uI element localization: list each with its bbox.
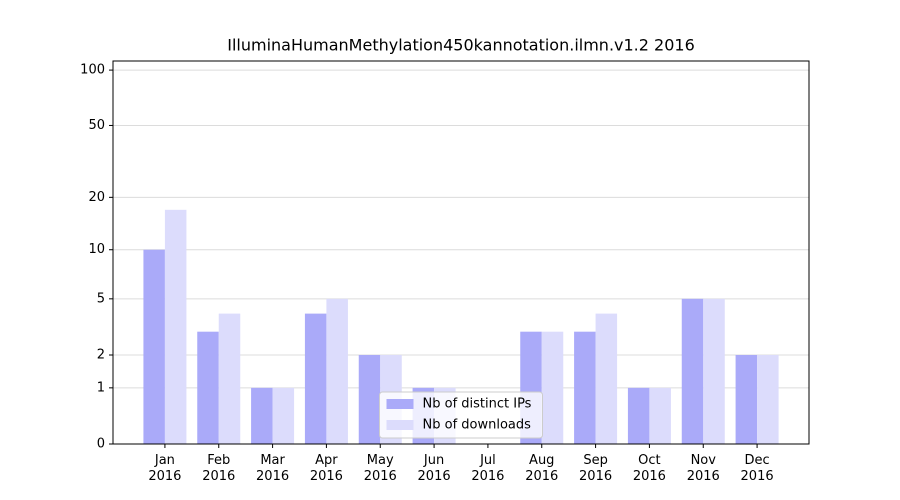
bar (272, 387, 295, 444)
bar (358, 354, 381, 444)
x-tick-label: Dec 2016 (740, 453, 774, 484)
x-tick-label: Apr 2016 (309, 453, 343, 484)
bar (218, 313, 241, 444)
bar (143, 249, 165, 444)
legend-swatch (386, 399, 414, 409)
legend-label: Nb of downloads (423, 418, 532, 433)
y-tick-label: 50 (88, 118, 105, 133)
y-tick-label: 0 (97, 437, 105, 452)
x-tick-label: Sep 2016 (579, 453, 613, 484)
x-tick-label: May 2016 (363, 453, 397, 484)
bar (649, 387, 671, 444)
bar (304, 313, 327, 444)
x-tick-label: Jan 2016 (148, 453, 182, 484)
bar (326, 298, 348, 444)
chart-title: IlluminaHumanMethylation450kannotation.i… (227, 36, 695, 55)
x-tick-label: Jun 2016 (417, 453, 451, 484)
bar (627, 387, 650, 444)
legend-swatch (386, 420, 414, 430)
y-tick-label: 20 (88, 190, 105, 205)
bar (595, 313, 618, 444)
y-tick-label: 10 (88, 242, 105, 257)
legend: Nb of distinct IPs Nb of downloads (379, 391, 543, 439)
legend-box (379, 391, 543, 439)
bar (574, 331, 596, 444)
bar (251, 387, 273, 444)
bar (703, 298, 725, 444)
bar (757, 354, 779, 444)
bar (735, 354, 758, 444)
bar (681, 298, 704, 444)
axes-frame (112, 60, 810, 445)
y-tick-label: 100 (80, 63, 105, 78)
x-tick-label: Jul 2016 (471, 453, 505, 484)
x-tick-label: Mar 2016 (256, 453, 290, 484)
bar (164, 209, 187, 444)
x-tick-label: Oct 2016 (632, 453, 666, 484)
bar (197, 331, 219, 444)
y-tick-label: 2 (97, 347, 105, 362)
x-tick-label: Feb 2016 (202, 453, 236, 484)
bar (541, 331, 564, 444)
x-tick-label: Aug 2016 (525, 453, 559, 484)
y-tick-label: 1 (97, 380, 105, 395)
y-tick-label: 5 (97, 291, 105, 306)
legend-label: Nb of distinct IPs (423, 397, 532, 412)
x-tick-label: Nov 2016 (686, 453, 720, 484)
